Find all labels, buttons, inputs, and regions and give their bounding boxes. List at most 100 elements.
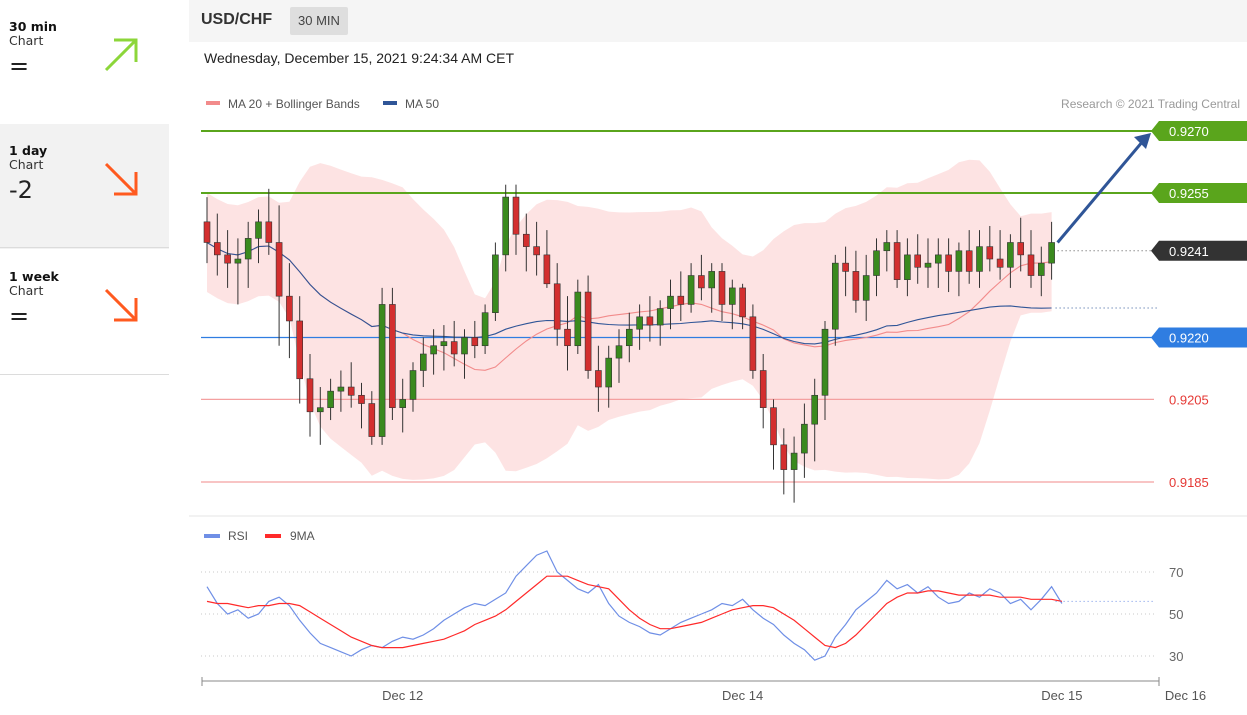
candle-body [512,196,520,235]
x-tick-label: Dec 15 [1041,688,1082,703]
candle [770,399,777,470]
candle [914,234,922,284]
candle-body [1017,242,1025,256]
candle [306,353,314,437]
candle [852,250,860,313]
rsi-line [206,550,1063,661]
candle [1027,230,1035,288]
candle [945,238,952,293]
forecast-arrow-head [1134,133,1151,149]
level-label-0.9185: 0.9185 [1169,475,1209,490]
candle-body [625,328,633,347]
candle-body [646,316,654,326]
candle [986,225,994,272]
candle-body [1027,254,1035,276]
candle [893,230,901,288]
candle [512,184,520,255]
candle-body [368,403,376,437]
card-subtitle: Chart [9,157,44,172]
forecast-arrow-shaft [1056,140,1145,244]
rsi-lines [206,550,1154,661]
timeframe-card-30min[interactable]: 30 min Chart = [0,0,169,125]
timeframe-card-1week[interactable]: 1 week Chart = [0,250,169,375]
candle [811,378,819,462]
candle-body [698,275,705,289]
candle-body [337,386,345,392]
level-tag-0.9241 [1151,240,1247,261]
candle [605,345,613,408]
candle [687,263,695,313]
price-levels [201,130,1159,483]
candle-body [924,262,932,268]
level-label-0.9270: 0.9270 [1169,124,1209,139]
candle-body [996,258,1004,268]
candle-body [450,341,458,355]
candle-body [420,353,427,371]
x-tick-label: Dec 16 [1165,688,1206,703]
candle [1017,217,1025,272]
candle [842,246,849,297]
candle [996,230,1004,280]
candle [471,320,479,359]
candle [533,221,540,276]
candle [286,263,293,359]
level-tag-0.9270 [1151,121,1247,141]
candle [749,304,757,379]
legend-swatch-rsi [204,534,220,538]
candle-body [327,390,334,408]
card-divider [0,374,169,375]
candle-body [275,242,283,297]
candle-body [409,370,417,400]
candle-body [831,262,839,330]
candle [255,209,262,264]
candle-body [317,407,324,413]
card-title: 1 week [9,269,59,284]
candle-body [687,275,695,305]
candle-body [636,316,643,330]
candle-body [852,271,860,301]
candle-body [378,304,386,437]
candle-body [430,345,437,355]
timeframe-badge[interactable]: 30 MIN [290,7,348,35]
candle [337,370,345,412]
candle [420,337,427,388]
candle [780,428,788,495]
candle-body [492,254,499,313]
candle [327,378,334,421]
candle [347,362,355,408]
candle-body [904,254,911,280]
arrow-down-right-icon [104,288,138,322]
timeframe-sidebar: 30 min Chart = 1 day Chart -2 1 week Cha… [0,0,169,375]
forecast-arrow [1056,133,1151,244]
candle [450,320,458,367]
candle [492,242,499,321]
candle-body [203,221,211,243]
candle [234,238,242,305]
candle-body [399,399,406,408]
timeframe-card-1day[interactable]: 1 day Chart -2 [0,124,169,249]
candle [522,213,530,272]
candle [461,329,468,379]
arrow-down-right-icon [104,162,138,196]
candle [965,230,973,284]
candle [368,391,376,445]
candle [1007,234,1014,288]
candle-body [770,407,777,446]
card-subtitle: Chart [9,33,44,48]
candle-body [873,250,880,276]
candle-body [656,308,664,326]
price-chart[interactable]: MA 20 + Bollinger Bands MA 50 Research ©… [189,0,1247,715]
card-subtitle: Chart [9,283,44,298]
card-score: = [9,52,30,80]
candle [615,329,623,383]
chart-timestamp: Wednesday, December 15, 2021 9:24:34 AM … [204,50,514,66]
level-label-0.9241: 0.9241 [1169,244,1209,259]
rsi-tick-label: 70 [1169,565,1183,580]
candle-body [780,444,788,470]
card-score: -2 [9,176,33,204]
candle-body [605,357,613,388]
candle [564,296,571,371]
candle-body [306,378,314,413]
candle [1048,221,1055,280]
x-tick-label: Dec 14 [722,688,763,703]
